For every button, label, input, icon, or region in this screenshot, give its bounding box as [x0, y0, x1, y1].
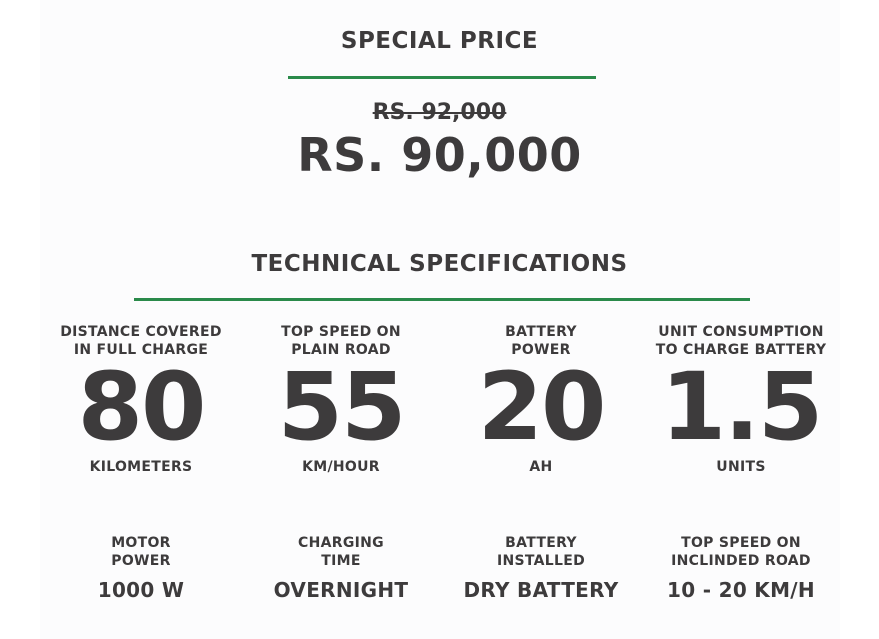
spec-label-line: CHARGING: [298, 535, 384, 551]
spec-label: DISTANCE COVERED IN FULL CHARGE: [41, 323, 241, 359]
specs-heading-underline: [134, 298, 750, 301]
spec-label-line: TIME: [321, 553, 361, 569]
spec-big-value: 1.5: [660, 353, 824, 462]
technical-specifications-heading: TECHNICAL SPECIFICATIONS: [251, 251, 628, 277]
spec-label: TOP SPEED ON INCLINDED ROAD: [641, 534, 841, 570]
price-heading-underline: [288, 76, 596, 79]
spec-value: DRY BATTERY: [463, 578, 619, 602]
spec-label-line: TOP SPEED ON: [681, 535, 801, 551]
spec-label: BATTERY INSTALLED: [441, 534, 641, 570]
special-price-heading: SPECIAL PRICE: [340, 28, 539, 54]
spec-value: 1000 W: [97, 578, 185, 602]
spec-label: BATTERY POWER: [441, 323, 641, 359]
spec-label-line: DISTANCE COVERED: [60, 324, 222, 340]
page-background: [40, 0, 840, 639]
spec-label-line: BATTERY: [505, 535, 577, 551]
spec-unit: KM/HOUR: [302, 459, 380, 475]
spec-unit: AH: [529, 459, 553, 475]
spec-label-line: UNIT CONSUMPTION: [658, 324, 824, 340]
spec-label-line: PLAIN ROAD: [291, 342, 391, 358]
spec-value: 10 - 20 KM/H: [667, 578, 815, 602]
spec-label-line: TO CHARGE BATTERY: [655, 342, 827, 358]
spec-label-line: TOP SPEED ON: [281, 324, 401, 340]
spec-big-value: 55: [277, 353, 407, 462]
spec-label: TOP SPEED ON PLAIN ROAD: [241, 323, 441, 359]
spec-value: OVERNIGHT: [273, 578, 409, 602]
spec-label-line: IN FULL CHARGE: [73, 342, 209, 358]
spec-label: UNIT CONSUMPTION TO CHARGE BATTERY: [641, 323, 841, 359]
new-price: RS. 90,000: [297, 128, 582, 182]
spec-label: MOTOR POWER: [41, 534, 241, 570]
spec-big-value: 80: [77, 353, 207, 462]
spec-label-line: MOTOR: [111, 535, 171, 551]
spec-label-line: INCLINDED ROAD: [671, 553, 811, 569]
spec-label: CHARGING TIME: [241, 534, 441, 570]
spec-big-value: 20: [477, 353, 607, 462]
spec-label-line: BATTERY: [505, 324, 577, 340]
spec-label-line: POWER: [511, 342, 571, 358]
spec-label-line: POWER: [111, 553, 171, 569]
spec-unit: KILOMETERS: [89, 459, 193, 475]
spec-unit: UNITS: [716, 459, 766, 475]
old-price: RS. 92,000: [0, 100, 879, 125]
spec-label-line: INSTALLED: [496, 553, 586, 569]
old-price-text: RS. 92,000: [372, 100, 507, 125]
